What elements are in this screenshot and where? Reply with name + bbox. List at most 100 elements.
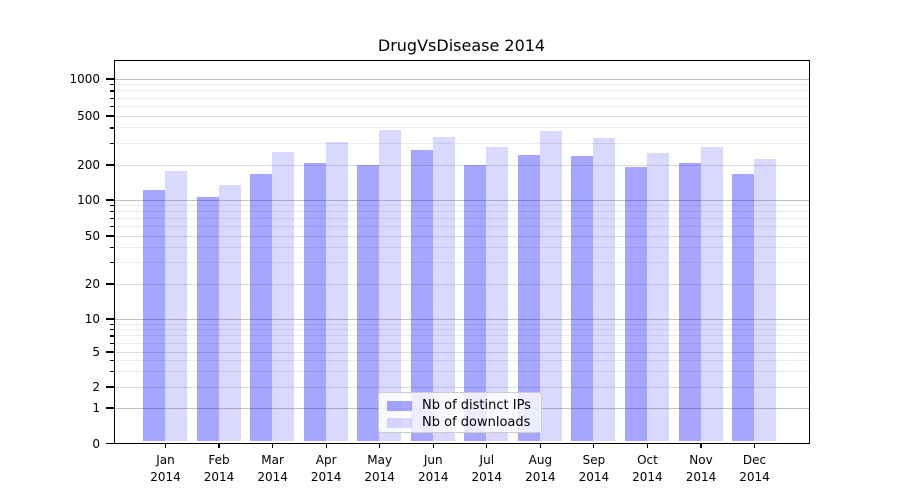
y-minor-tick-90	[110, 204, 114, 207]
y-tick-label-20: 20	[84, 277, 100, 291]
chart-title: DrugVsDisease 2014	[377, 36, 546, 55]
y-minor-tick-600	[110, 105, 114, 107]
bar-downloads-mar	[272, 151, 295, 442]
x-tick-label-nov: Nov 2014	[685, 453, 717, 484]
x-tick-label-feb: Feb 2014	[203, 453, 235, 484]
bar-distinct-ips-jan	[143, 190, 165, 442]
y-minor-tick-80	[110, 211, 114, 213]
x-tick-oct	[646, 443, 649, 448]
gridline-700	[114, 97, 809, 99]
legend-row-downloads: Nb of downloads	[387, 415, 541, 430]
y-tick-50	[106, 235, 114, 237]
y-minor-tick-700	[110, 97, 114, 99]
gridline-200	[114, 164, 809, 166]
bar-distinct-ips-jul	[464, 164, 487, 442]
gridline-600	[114, 105, 809, 107]
gridline-7	[114, 335, 809, 337]
y-tick-label-10: 10	[84, 312, 100, 326]
y-tick-label-200: 200	[77, 158, 100, 172]
y-minor-tick-7	[110, 335, 114, 337]
y-tick-100	[106, 199, 114, 201]
y-minor-tick-70	[110, 218, 114, 220]
y-tick-20	[106, 283, 114, 285]
gridline-50	[114, 235, 809, 237]
x-tick-dec	[753, 443, 756, 448]
x-tick-nov	[700, 443, 702, 448]
y-minor-tick-400	[110, 127, 114, 129]
bar-distinct-ips-sep	[571, 156, 594, 442]
x-tick-label-aug: Aug 2014	[525, 453, 556, 484]
y-tick-0	[106, 442, 114, 445]
bar-distinct-ips-nov	[678, 163, 701, 442]
y-tick-2	[106, 386, 114, 388]
plot-area	[113, 60, 810, 444]
y-tick-5	[106, 351, 114, 353]
y-tick-label-100: 100	[77, 193, 100, 207]
bar-distinct-ips-apr	[303, 163, 326, 442]
gridline-3	[114, 371, 809, 372]
x-tick-label-oct: Oct 2014	[632, 453, 663, 484]
y-tick-label-500: 500	[77, 109, 100, 123]
gridline-800	[114, 90, 809, 92]
bar-distinct-ips-may	[357, 164, 380, 442]
x-tick-label-mar: Mar 2014	[257, 453, 288, 484]
bar-downloads-jan	[165, 170, 187, 442]
y-tick-label-1: 1	[92, 401, 100, 415]
x-tick-jul	[486, 443, 488, 448]
y-minor-tick-800	[110, 90, 114, 92]
y-tick-500	[106, 115, 114, 117]
bar-distinct-ips-oct	[624, 167, 647, 442]
gridline-5	[114, 351, 809, 353]
gridline-2	[114, 386, 809, 388]
y-tick-200	[106, 164, 114, 166]
bar-downloads-nov	[700, 146, 723, 442]
legend-row-distinct-ips: Nb of distinct IPs	[387, 398, 541, 413]
y-tick-label-5: 5	[92, 345, 100, 359]
y-tick-label-1000: 1000	[69, 72, 100, 86]
x-tick-jan	[164, 443, 167, 448]
y-minor-tick-40	[110, 247, 114, 249]
gridline-90	[114, 204, 809, 206]
gridline-300	[114, 142, 809, 144]
gridline-40	[114, 247, 809, 249]
x-tick-label-may: May 2014	[364, 453, 395, 484]
y-tick-label-2: 2	[92, 380, 100, 394]
gridline-4	[114, 360, 809, 362]
legend: Nb of distinct IPs Nb of downloads	[378, 392, 542, 433]
y-minor-tick-3	[110, 371, 114, 373]
y-tick-label-0: 0	[92, 436, 100, 451]
gridline-70	[114, 218, 809, 220]
x-tick-may	[379, 443, 381, 448]
x-tick-label-dec: Dec 2014	[739, 453, 770, 484]
gridline-10	[114, 318, 809, 320]
legend-label-distinct-ips: Nb of distinct IPs	[422, 398, 531, 413]
x-tick-label-jun: Jun 2014	[417, 453, 449, 484]
gridline-60	[114, 226, 809, 228]
bar-downloads-jul	[486, 146, 509, 442]
bar-downloads-may	[379, 130, 402, 442]
bar-distinct-ips-mar	[250, 173, 273, 442]
x-tick-feb	[218, 443, 220, 448]
legend-swatch-downloads	[387, 417, 412, 428]
gridline-80	[114, 211, 809, 213]
y-minor-tick-6	[110, 342, 114, 344]
bar-distinct-ips-jun	[410, 150, 433, 442]
y-minor-tick-30	[110, 262, 114, 264]
x-tick-label-apr: Apr 2014	[310, 453, 342, 484]
bar-downloads-jun	[432, 136, 455, 442]
gridline-9	[114, 323, 809, 325]
gridline-8	[114, 329, 809, 331]
gridline-6	[114, 342, 809, 344]
bar-downloads-oct	[646, 153, 669, 442]
gridline-500	[114, 115, 809, 117]
bar-distinct-ips-feb	[196, 197, 219, 442]
y-minor-tick-900	[110, 84, 114, 86]
x-tick-mar	[272, 443, 274, 448]
y-tick-1	[106, 407, 114, 409]
gridline-1000	[114, 78, 809, 80]
y-tick-10	[106, 318, 114, 320]
legend-label-downloads: Nb of downloads	[422, 415, 531, 430]
y-minor-tick-9	[110, 323, 114, 325]
y-minor-tick-60	[110, 226, 114, 228]
x-tick-label-jan: Jan 2014	[150, 453, 181, 484]
